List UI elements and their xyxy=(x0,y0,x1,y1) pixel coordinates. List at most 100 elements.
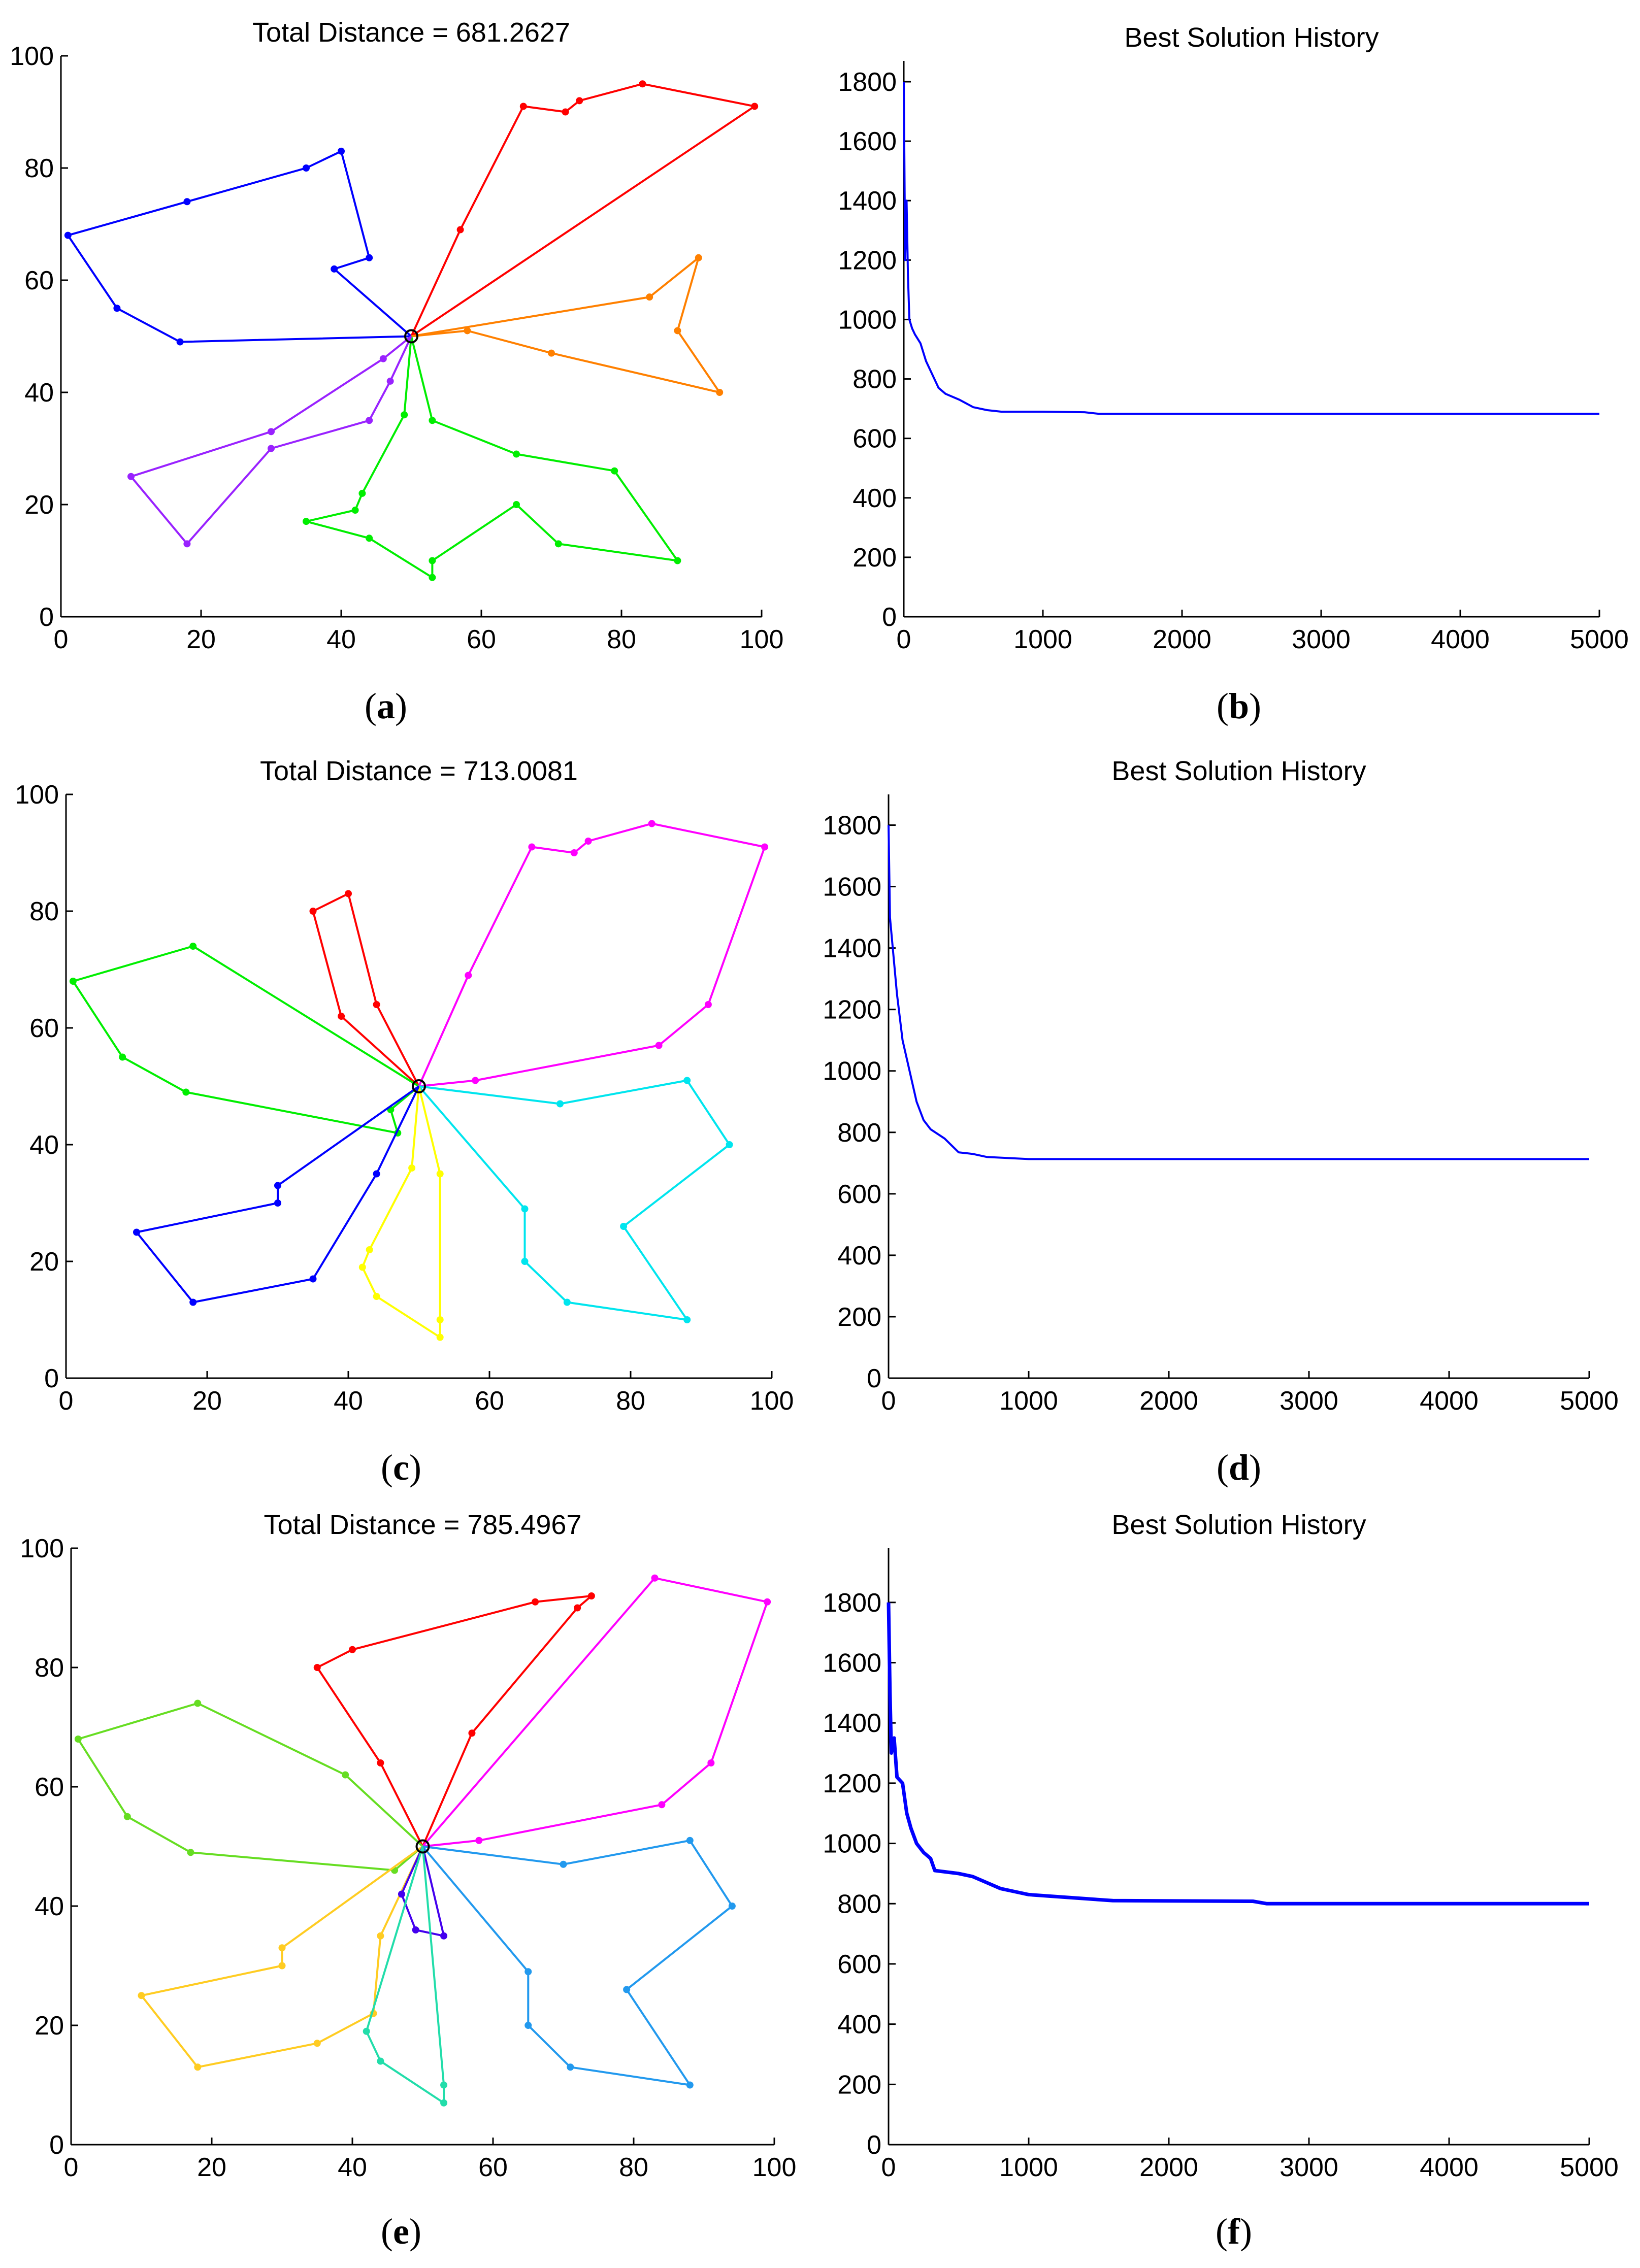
y-tick-label: 200 xyxy=(837,1303,881,1332)
chart-title-e: Total Distance = 785.4967 xyxy=(264,1510,582,1540)
customer-point xyxy=(351,507,359,514)
y-tick-label: 1600 xyxy=(823,1649,881,1678)
y-tick-label: 1000 xyxy=(838,305,897,335)
y-tick-label: 600 xyxy=(837,1950,881,1979)
x-tick-label: 0 xyxy=(64,2153,79,2182)
series-line-2 xyxy=(72,945,420,1134)
series-line-4 xyxy=(418,1079,731,1321)
customer-point xyxy=(576,97,583,105)
customer-point xyxy=(584,838,592,845)
customer-point xyxy=(436,1170,444,1178)
customer-point xyxy=(127,473,135,480)
x-tick-label: 2000 xyxy=(1153,625,1211,654)
y-tick-label: 800 xyxy=(837,1889,881,1919)
customer-point xyxy=(358,489,366,497)
customer-point xyxy=(567,2063,574,2071)
y-tick-label: 1800 xyxy=(823,811,881,841)
x-tick-label: 60 xyxy=(475,1386,504,1416)
customer-point xyxy=(726,1141,733,1148)
y-tick-label: 1600 xyxy=(823,873,881,902)
customer-point xyxy=(548,349,555,357)
y-tick-label: 40 xyxy=(24,378,54,408)
y-tick-label: 20 xyxy=(29,1247,59,1277)
series-line-3 xyxy=(77,1702,423,1872)
y-tick-label: 0 xyxy=(44,1364,59,1393)
customer-point xyxy=(764,1598,771,1606)
customer-point xyxy=(309,1275,317,1283)
series-line-1 xyxy=(312,892,420,1087)
customer-point xyxy=(268,428,275,436)
x-tick-label: 20 xyxy=(186,625,216,654)
customer-point xyxy=(436,1316,444,1323)
x-tick-label: 80 xyxy=(619,2153,648,2182)
y-tick-label: 400 xyxy=(852,484,897,513)
x-tick-label: 2000 xyxy=(1139,2153,1198,2182)
customer-point xyxy=(331,265,338,273)
series-line-5 xyxy=(130,335,412,545)
panel-caption-b: (b) xyxy=(1217,686,1261,726)
y-tick-label: 400 xyxy=(837,1241,881,1271)
customer-point xyxy=(513,501,520,508)
y-tick-label: 60 xyxy=(35,1773,64,1802)
customer-point xyxy=(278,1962,286,1970)
series-line-2 xyxy=(67,150,412,343)
y-tick-label: 1200 xyxy=(823,1769,881,1798)
x-tick-label: 1000 xyxy=(999,1386,1058,1416)
y-tick-label: 80 xyxy=(24,154,54,183)
customer-point xyxy=(704,1001,712,1008)
y-tick-label: 400 xyxy=(837,2010,881,2040)
depot-marker xyxy=(404,329,418,344)
y-tick-label: 200 xyxy=(837,2070,881,2099)
customer-point xyxy=(138,1992,145,1999)
y-tick-label: 1200 xyxy=(838,246,897,275)
customer-point xyxy=(338,147,345,155)
y-tick-label: 800 xyxy=(852,365,897,394)
customer-point xyxy=(189,943,197,950)
customer-point xyxy=(309,908,317,915)
x-tick-label: 20 xyxy=(197,2153,226,2182)
customer-point xyxy=(651,1574,659,1582)
x-tick-label: 4000 xyxy=(1431,625,1490,654)
customer-point xyxy=(366,535,373,542)
y-tick-label: 1800 xyxy=(823,1588,881,1618)
customer-point xyxy=(194,2063,202,2071)
customer-point xyxy=(532,1598,539,1606)
customer-point xyxy=(560,1860,567,1868)
customer-point xyxy=(674,327,681,335)
y-tick-label: 100 xyxy=(10,42,54,71)
x-tick-label: 2000 xyxy=(1139,1386,1198,1416)
customer-point xyxy=(570,849,578,856)
customer-point xyxy=(440,1932,448,1940)
y-tick-label: 60 xyxy=(29,1014,59,1043)
customer-point xyxy=(313,1664,321,1671)
customer-point xyxy=(377,1759,384,1766)
y-tick-label: 0 xyxy=(882,603,897,632)
chart-title-d: Best Solution History xyxy=(1111,756,1366,786)
customer-point xyxy=(440,2099,448,2107)
y-tick-label: 600 xyxy=(837,1180,881,1209)
customer-point xyxy=(176,338,184,346)
y-tick-label: 0 xyxy=(39,603,54,632)
customer-point xyxy=(133,1228,140,1236)
customer-point xyxy=(683,1316,691,1323)
series-line-1 xyxy=(888,825,1589,1160)
y-tick-label: 40 xyxy=(29,1130,59,1160)
y-tick-label: 40 xyxy=(35,1892,64,1921)
panel-caption-e: (e) xyxy=(381,2211,421,2252)
customer-point xyxy=(345,890,352,897)
series-line-1 xyxy=(903,81,1599,415)
customer-point xyxy=(429,574,436,581)
y-tick-label: 1400 xyxy=(838,186,897,216)
x-tick-label: 3000 xyxy=(1280,2153,1338,2182)
customer-point xyxy=(303,164,310,172)
customer-point xyxy=(620,1223,628,1230)
x-tick-label: 3000 xyxy=(1280,1386,1338,1416)
customer-point xyxy=(436,1333,444,1341)
panel-a: Total Distance = 681.2627 0 20 40 60 80 100 0 20… xyxy=(10,17,783,726)
y-tick-label: 20 xyxy=(35,2011,64,2041)
y-tick-label: 1400 xyxy=(823,1709,881,1738)
x-tick-label: 80 xyxy=(616,1386,645,1416)
x-tick-label: 3000 xyxy=(1292,625,1351,654)
